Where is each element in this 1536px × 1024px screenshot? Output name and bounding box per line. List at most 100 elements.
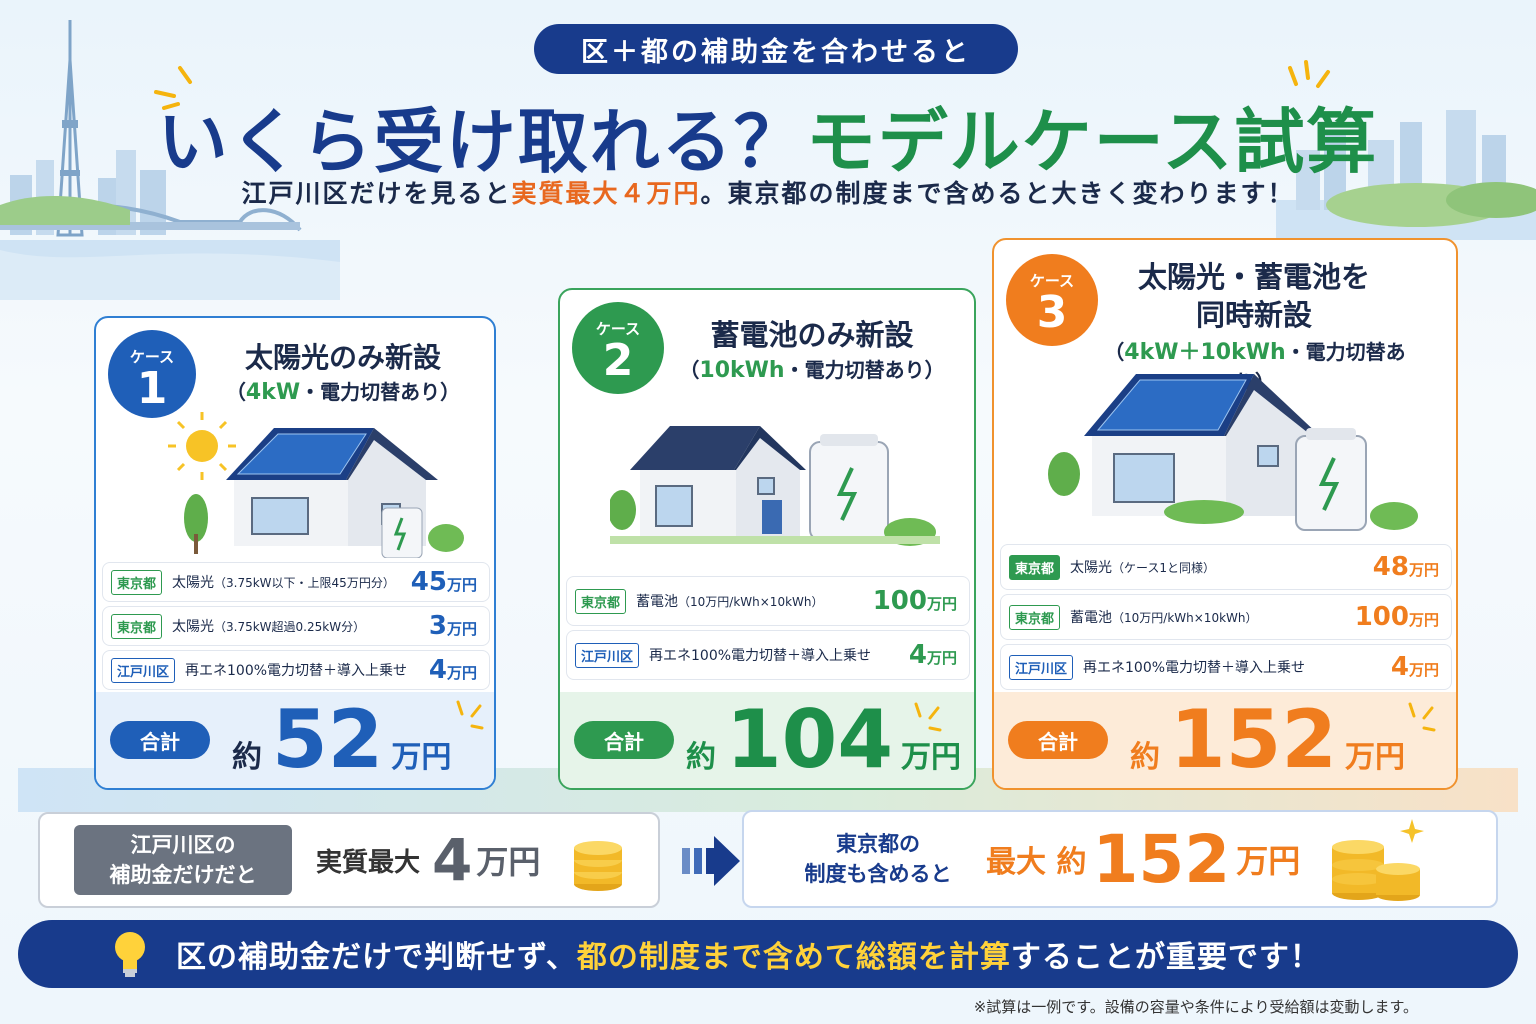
breakdown-desc: 蓄電池（10万円/kWh×10kWh）: [1070, 610, 1258, 626]
summary-max-label: 最大 約: [986, 845, 1087, 880]
case-title: 蓄電池のみ新設: [710, 318, 914, 352]
case-subtitle: （10kWh・電力切替あり）: [679, 358, 945, 383]
subtitle-highlight: 実質最大４万円: [511, 179, 701, 208]
page-title: いくら受け取れる？モデルケース試算: [0, 86, 1536, 183]
breakdown-amount: 4万円: [908, 640, 957, 670]
total-label: 合計: [574, 721, 674, 759]
city-skyline-right-illustration: [1276, 110, 1536, 240]
breakdown-row: 江戸川区 再エネ100%電力切替＋導入上乗せ 4万円: [1000, 644, 1452, 690]
total-bar: 合計 約 104 万円: [560, 692, 974, 788]
edogawa-tag: 江戸川区: [111, 657, 176, 683]
total-value: 約 104 万円: [686, 693, 961, 786]
page-title-part-b: モデルケース試算: [805, 101, 1379, 183]
case-badge-number: 3: [1036, 287, 1068, 338]
summary-unit: 万円: [476, 843, 541, 881]
total-value: 約 152 万円: [1130, 693, 1405, 786]
breakdown-row: 東京都 太陽光（3.75kW以下・上限45万円分） 45万円: [102, 562, 490, 602]
breakdown-row: 東京都 蓄電池（10万円/kWh×10kWh） 100万円: [1000, 594, 1452, 640]
case-title-line2: 同時新設: [1195, 298, 1312, 332]
case-title: 太陽光のみ新設: [244, 341, 441, 374]
spark-right-icon: [1288, 60, 1330, 88]
page-title-part-a: いくら受け取れる？: [157, 101, 806, 183]
breakdown-desc: 太陽光（3.75kW超過0.25kW分）: [172, 619, 366, 635]
spark-icon: [914, 702, 942, 732]
breakdown-desc: 再エネ100%電力切替＋導入上乗せ: [1083, 660, 1306, 676]
breakdown-desc: 再エネ100%電力切替＋導入上乗せ: [185, 663, 408, 679]
total-label: 合計: [110, 721, 210, 759]
summary-unit: 万円: [1236, 842, 1301, 880]
edogawa-tag: 江戸川区: [1009, 654, 1074, 680]
summary-label: 実質最大: [316, 847, 421, 878]
breakdown-amount: 4万円: [428, 655, 477, 685]
summary-value: 4: [432, 826, 473, 894]
tokyo-tag: 東京都: [111, 613, 163, 639]
case-badge-label: ケース: [595, 320, 641, 338]
breakdown-desc: 太陽光（ケース1と同様）: [1070, 560, 1216, 576]
breakdown-desc: 蓄電池（10万円/kWh×10kWh）: [636, 594, 824, 610]
total-label: 合計: [1008, 721, 1108, 759]
breakdown-row: 江戸川区 再エネ100%電力切替＋導入上乗せ 4万円: [102, 650, 490, 690]
edogawa-tag: 江戸川区: [575, 642, 640, 668]
spark-icon: [1408, 702, 1436, 732]
total-value: 約 52 万円: [232, 693, 452, 786]
header-pill: 区＋都の補助金を合わせると: [534, 24, 1018, 74]
breakdown-list: 東京都 蓄電池（10万円/kWh×10kWh） 100万円 江戸川区 再エネ10…: [560, 572, 974, 684]
breakdown-list: 東京都 太陽光（ケース1と同様） 48万円 東京都 蓄電池（10万円/kWh×1…: [994, 540, 1456, 694]
case-badge-3: ケース 3: [1006, 254, 1098, 346]
coin-stack-icon: [574, 841, 623, 891]
subtitle-part-a: 江戸川区だけを見ると: [241, 179, 512, 208]
tokyo-tag: 東京都: [1009, 554, 1061, 580]
solar-house-illustration: [168, 412, 464, 558]
city-skyline-left-illustration: [0, 20, 340, 300]
breakdown-amount: 100万円: [872, 586, 957, 616]
tokyo-tag: 東京都: [111, 569, 163, 595]
breakdown-amount: 4万円: [1390, 652, 1439, 682]
edogawa-only-summary: 江戸川区の 補助金だけだと 実質最大 4 万円: [38, 812, 660, 908]
spark-left-icon: [154, 66, 192, 110]
summary-value: 152: [1092, 820, 1231, 898]
breakdown-amount: 3万円: [428, 611, 477, 641]
breakdown-row: 江戸川区 再エネ100%電力切替＋導入上乗せ 4万円: [566, 630, 970, 680]
breakdown-amount: 100万円: [1354, 602, 1439, 632]
page-subtitle: 江戸川区だけを見ると実質最大４万円。東京都の制度まで含めると大きく変わります！: [0, 174, 1536, 210]
case-badge-label: ケース: [1029, 272, 1075, 290]
case-subtitle: （4kW・電力切替あり）: [225, 380, 461, 405]
case-capacity: 4kW: [245, 380, 301, 405]
case-capacity: 10kWh: [699, 358, 785, 383]
breakdown-amount: 48万円: [1372, 552, 1439, 582]
case-card-3: ケース 3 太陽光・蓄電池を 同時新設 （4kW＋10kWh・電力切替あり） 東…: [992, 238, 1458, 790]
coin-stacks-icon: [1332, 819, 1425, 901]
breakdown-row: 東京都 蓄電池（10万円/kWh×10kWh） 100万円: [566, 576, 970, 626]
case-capacity: 4kW＋10kWh: [1124, 340, 1286, 365]
total-bar: 合計 約 152 万円: [994, 692, 1456, 788]
breakdown-desc: 太陽光（3.75kW以下・上限45万円分）: [172, 575, 395, 591]
breakdown-desc: 再エネ100%電力切替＋導入上乗せ: [649, 648, 872, 664]
summary-lead: 東京都の 制度も含めると: [804, 832, 952, 886]
arrow-right-icon: [682, 836, 740, 886]
case-badge-number: 2: [602, 335, 634, 386]
case-badge-label: ケース: [129, 348, 175, 366]
subtitle-part-b: 。東京都の制度まで含めると大きく変わります！: [700, 179, 1295, 208]
case-card-1: ケース 1 太陽光のみ新設 （4kW・電力切替あり） 東京都 太陽光（3.75k…: [94, 316, 496, 790]
case-badge-1: ケース 1: [108, 330, 196, 418]
edogawa-only-tag: 江戸川区の 補助金だけだと: [74, 825, 292, 895]
case-badge-number: 1: [136, 363, 168, 414]
case-card-2: ケース 2 蓄電池のみ新設 （10kWh・電力切替あり） 東京都 蓄電池（10万…: [558, 288, 976, 790]
breakdown-row: 東京都 太陽光（3.75kW超過0.25kW分） 3万円: [102, 606, 490, 646]
spark-icon: [456, 700, 484, 730]
key-message-banner: 区の補助金だけで判断せず、都の制度まで含めて総額を計算することが重要です！: [18, 920, 1518, 988]
case-title: 太陽光・蓄電池を 同時新設: [1104, 258, 1404, 334]
key-message: 区の補助金だけで判断せず、都の制度まで含めて総額を計算することが重要です！: [176, 940, 1321, 975]
battery-house-illustration: [610, 426, 940, 546]
case-title-line1: 太陽光・蓄電池を: [1137, 260, 1370, 294]
tokyo-included-summary: 東京都の 制度も含めると 最大 約 152 万円: [742, 810, 1498, 908]
total-bar: 合計 約 52 万円: [96, 692, 494, 788]
case-badge-2: ケース 2: [572, 302, 664, 394]
breakdown-list: 東京都 太陽光（3.75kW以下・上限45万円分） 45万円 東京都 太陽光（3…: [96, 558, 494, 694]
solar-battery-house-illustration: [1048, 374, 1418, 531]
tokyo-tag: 東京都: [1009, 604, 1061, 630]
breakdown-amount: 45万円: [410, 567, 477, 597]
footnote: ※試算は一例です。設備の容量や条件により受給額は変動します。: [973, 998, 1418, 1016]
breakdown-row: 東京都 太陽光（ケース1と同様） 48万円: [1000, 544, 1452, 590]
tokyo-tag: 東京都: [575, 588, 627, 614]
